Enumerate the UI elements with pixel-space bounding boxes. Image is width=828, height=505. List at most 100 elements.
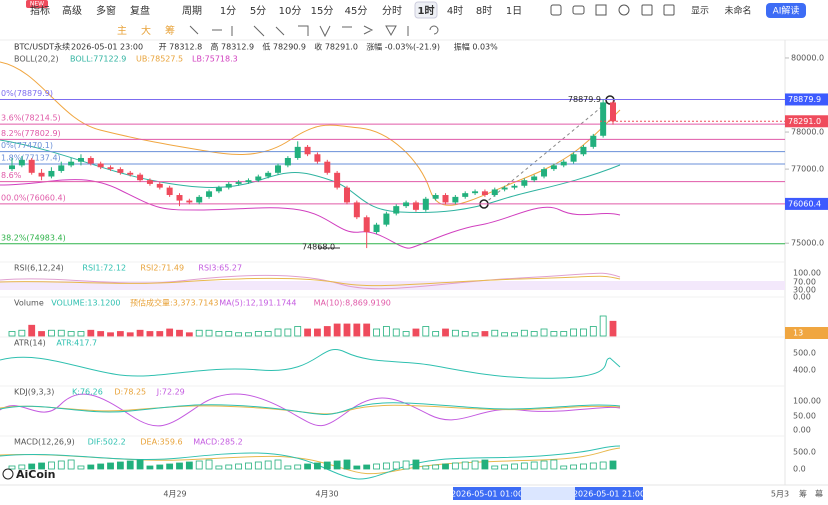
panel-axis-label: 70.00 — [793, 278, 816, 287]
macd-bar — [126, 460, 134, 470]
volume-bar — [392, 328, 400, 337]
ai-button-bg[interactable] — [766, 3, 806, 18]
macd-bar — [520, 462, 528, 470]
candle-body — [412, 202, 419, 210]
candle-body — [235, 182, 242, 184]
period[interactable]: 10分 — [279, 5, 302, 17]
volume-bar — [599, 315, 607, 337]
boll-label: UB:78527.5 — [136, 55, 183, 64]
candle-body — [97, 163, 104, 168]
indicator-label: DEA:359.6 — [140, 438, 182, 447]
boll-label: BOLL(20,2) — [14, 55, 59, 64]
volume-bar — [609, 320, 617, 337]
volume-bar — [97, 331, 105, 337]
macd-bar — [205, 459, 213, 470]
candle-body — [334, 172, 341, 188]
toolbar-item[interactable]: 指标 — [30, 4, 50, 17]
toolbar-item[interactable]: 显示 — [691, 6, 709, 17]
candle-body — [531, 176, 538, 181]
toolbar-item[interactable]: 复盘 — [130, 4, 150, 17]
volume-bar — [520, 329, 528, 337]
date-label: 2026-05-01 01:00 — [451, 490, 523, 499]
candle-body — [462, 193, 469, 197]
volume-bar — [373, 328, 380, 337]
macd-bar — [599, 461, 607, 470]
macd-bar — [471, 460, 479, 470]
candle-body — [511, 185, 518, 188]
ai-button[interactable]: AI解读 — [773, 5, 800, 17]
volume-bar — [530, 331, 538, 337]
volume-bar — [461, 331, 469, 337]
indicator-label: RSI3:65.27 — [198, 264, 242, 273]
period[interactable]: 1日 — [506, 6, 522, 17]
macd-bar — [97, 463, 105, 470]
macd-bar — [304, 463, 311, 470]
volume-bar — [560, 331, 568, 337]
toolbar-icons — [550, 4, 675, 16]
rsi-line — [0, 275, 621, 287]
date-tag-bg — [575, 487, 643, 500]
volume-bar — [254, 331, 262, 337]
candle-body — [570, 154, 577, 162]
macd-bar — [540, 460, 548, 470]
candle-body — [403, 202, 410, 207]
boll-ub — [0, 61, 621, 206]
period[interactable]: 4时 — [447, 5, 463, 17]
volume-bar — [432, 331, 440, 337]
atr-line — [0, 349, 621, 379]
candle-body — [432, 195, 439, 199]
period[interactable]: 1时 — [418, 4, 435, 17]
candle-body — [68, 161, 75, 166]
volume-bar — [491, 329, 499, 337]
candle-body — [373, 224, 380, 233]
candle-body — [610, 102, 616, 122]
candle-body — [255, 176, 262, 181]
volume-bar — [146, 331, 154, 337]
header-field: 振幅 0.03% — [454, 42, 498, 52]
period[interactable]: 8时 — [476, 5, 492, 17]
candle-body — [304, 146, 311, 155]
volume-bar — [570, 328, 577, 337]
date-range — [521, 487, 575, 500]
period[interactable]: 5分 — [250, 5, 266, 17]
volume-tag-bg — [785, 327, 828, 339]
header-field: 收 78291.0 — [314, 42, 358, 52]
candle-body — [28, 159, 35, 173]
period[interactable]: 45分 — [345, 5, 368, 17]
candle-body — [590, 135, 597, 147]
toolbar-item[interactable]: 高级 — [62, 4, 82, 17]
volume-bar — [481, 331, 489, 337]
logo: AiCoin — [16, 468, 56, 481]
toolbar-item[interactable]: 未命名 — [724, 5, 751, 17]
volume-bar — [107, 332, 114, 337]
period[interactable]: 1分 — [220, 5, 236, 17]
macd-bar — [176, 462, 183, 470]
price-tag-bg — [785, 93, 828, 106]
volume-bar — [550, 331, 558, 337]
toolbar-item[interactable]: 周期 — [182, 5, 202, 17]
macd-bar — [363, 464, 371, 470]
corner-button[interactable]: 筹 — [799, 489, 807, 499]
macd-bar — [245, 462, 252, 470]
indicator-label: ATR:417.7 — [56, 339, 97, 348]
indicator-label: MACD(12,26,9) — [14, 438, 75, 447]
tool[interactable]: 大 — [141, 24, 151, 37]
corner-button[interactable]: 幕 — [815, 489, 823, 499]
period[interactable]: 15分 — [311, 5, 334, 17]
period[interactable]: 分时 — [382, 5, 402, 17]
macd-bar — [274, 459, 282, 470]
boll-label: LB:75718.3 — [192, 55, 238, 64]
toolbar-item[interactable]: 多窗 — [96, 4, 116, 17]
header-field: BTC/USDT永续 — [14, 42, 70, 52]
candle-body — [225, 183, 232, 188]
volume-bar — [195, 329, 203, 337]
macd-bar — [48, 461, 55, 470]
candle-body — [541, 169, 548, 177]
macd-bar — [530, 461, 538, 470]
panel-axis-label: 0.00 — [793, 426, 811, 435]
volume-bar — [166, 328, 174, 337]
indicator-label: RSI2:71.49 — [140, 264, 184, 273]
tool[interactable]: 主 — [117, 25, 127, 37]
tool[interactable]: 筹 — [165, 24, 175, 37]
candle-body — [472, 191, 479, 194]
